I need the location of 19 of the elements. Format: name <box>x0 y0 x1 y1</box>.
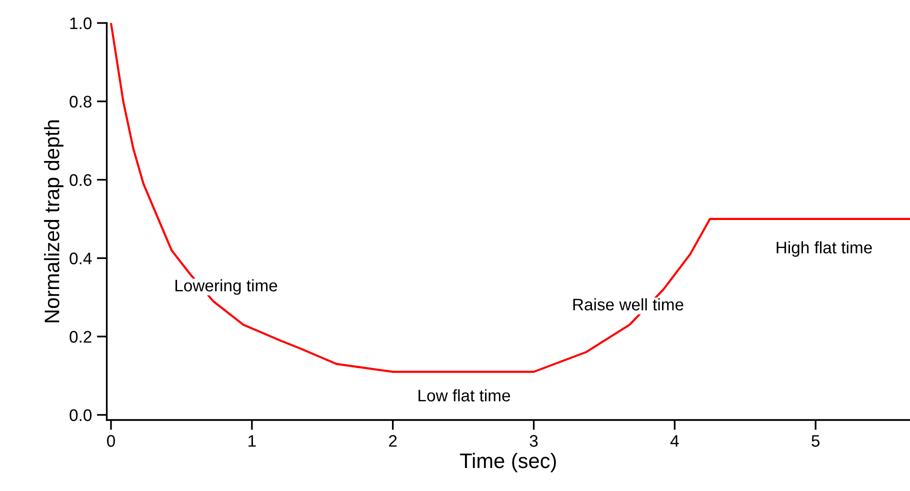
x-tick-label: 0 <box>107 435 115 447</box>
x-tick-label: 1 <box>248 435 256 447</box>
x-tick-label: 3 <box>530 435 538 447</box>
y-tick-label: 0.0 <box>70 409 92 422</box>
x-tick-label: 2 <box>389 435 397 447</box>
y-tick-label: 0.8 <box>70 96 92 108</box>
y-tick-label: 0.6 <box>70 174 92 186</box>
y-tick-label: 0.4 <box>70 252 92 264</box>
annotation: Raise well time <box>573 298 684 310</box>
x-axis-title: Time (sec) <box>460 452 556 472</box>
x-tick-label: 4 <box>670 435 679 447</box>
line-series <box>110 23 910 373</box>
x-tick-label: 5 <box>812 435 820 447</box>
y-axis-title: Normalized trap depth <box>44 120 64 322</box>
annotation: High flat time <box>776 241 872 257</box>
y-tick-label: 0.2 <box>70 330 92 343</box>
annotation: Low flat time <box>418 389 510 402</box>
y-tick-label: 1.0 <box>70 17 92 30</box>
annotation: Lowering time <box>175 279 278 295</box>
